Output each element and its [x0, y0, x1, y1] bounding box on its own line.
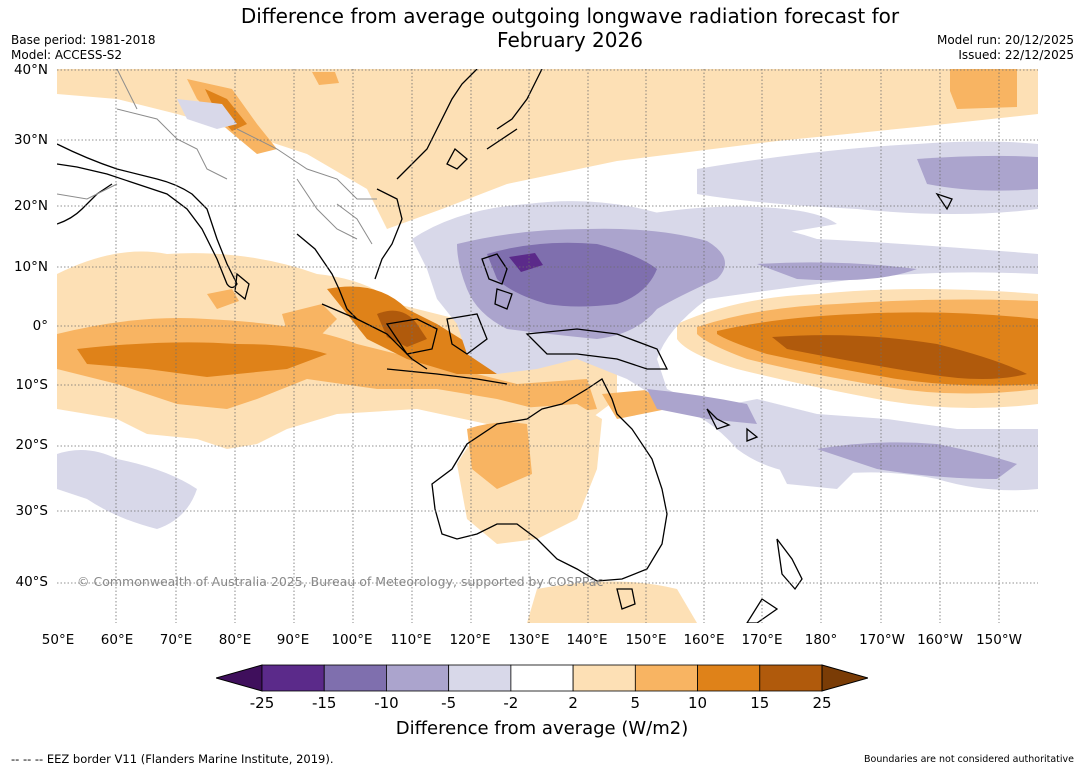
title-line-2: February 2026: [497, 28, 643, 52]
colorbar-tick: 10: [688, 694, 708, 712]
colorbar-extend-low: [216, 664, 263, 692]
colorbar-swatch: [510, 664, 574, 692]
lat-label: 30°N: [13, 132, 48, 148]
lat-label: 30°S: [15, 503, 49, 519]
lon-label: 80°E: [218, 632, 252, 648]
colorbar-swatch: [634, 664, 698, 692]
lat-label: 10°S: [15, 377, 49, 393]
colorbar-tick: 15: [750, 694, 770, 712]
lon-label: 150°W: [976, 632, 1022, 648]
meta-left: Base period: 1981-2018 Model: ACCESS-S2: [11, 33, 156, 63]
lon-label: 50°E: [41, 632, 75, 648]
eez-footnote: -- -- -- EEZ border V11 (Flanders Marine…: [11, 752, 334, 766]
lat-label: 20°S: [15, 437, 49, 453]
negative-anomaly-layer: [57, 99, 1038, 529]
lat-label: 0°: [32, 318, 48, 334]
base-period: Base period: 1981-2018: [11, 33, 156, 47]
colorbar-tick: 2: [568, 694, 578, 712]
copyright-notice: © Commonwealth of Australia 2025, Bureau…: [77, 574, 604, 589]
colorbar-tick: -5: [441, 694, 457, 712]
colorbar-swatch: [448, 664, 512, 692]
lat-label: 10°N: [13, 259, 48, 275]
colorbar-swatch: [697, 664, 761, 692]
lon-label: 70°E: [159, 632, 193, 648]
graticule: [57, 69, 1038, 623]
model-name: Model: ACCESS-S2: [11, 48, 123, 62]
lat-label: 40°N: [13, 62, 48, 78]
colorbar-swatch: [759, 664, 823, 692]
country-borders: [57, 69, 377, 245]
lat-label: 20°N: [13, 198, 48, 214]
title-line-1: Difference from average outgoing longwav…: [240, 4, 900, 28]
lon-label: 160°E: [683, 632, 725, 648]
colorbar-swatch: [572, 664, 636, 692]
colorbar-title: Difference from average (W/m2): [395, 718, 689, 739]
colorbar-tick: -2: [503, 694, 519, 712]
colorbar-tick: 25: [812, 694, 832, 712]
lon-label: 150°E: [625, 632, 667, 648]
colorbar-tick: 5: [630, 694, 641, 712]
colorbar-tick: -25: [249, 694, 275, 712]
boundaries-disclaimer: Boundaries are not considered authoritat…: [864, 754, 1074, 765]
lon-label: 170°E: [741, 632, 783, 648]
lat-label: 40°S: [15, 574, 49, 590]
colorbar-tick: -15: [311, 694, 337, 712]
positive-anomaly-layer: [57, 69, 1038, 623]
anomaly-map[interactable]: [57, 69, 1038, 623]
colorbar-extend-high: [821, 664, 868, 692]
lon-label: 60°E: [100, 632, 134, 648]
map-title: Difference from average outgoing longwav…: [200, 4, 940, 52]
lon-label: 170°W: [859, 632, 905, 648]
colorbar-swatch: [323, 664, 387, 692]
lon-label: 130°E: [508, 632, 550, 648]
colorbar-swatch: [261, 664, 325, 692]
model-run: Model run: 20/12/2025: [936, 33, 1074, 47]
colorbar-swatch: [386, 664, 450, 692]
lon-label: 180°: [804, 632, 838, 648]
colorbar: [216, 664, 868, 692]
lon-label: 120°E: [449, 632, 491, 648]
issued-date: Issued: 22/12/2025: [958, 48, 1074, 62]
lon-label: 90°E: [276, 632, 310, 648]
meta-right: Model run: 20/12/2025 Issued: 22/12/2025: [937, 33, 1074, 63]
lon-label: 140°E: [566, 632, 608, 648]
lon-label: 160°W: [917, 632, 963, 648]
lon-label: 110°E: [390, 632, 432, 648]
map-canvas: [57, 69, 1038, 623]
colorbar-tick: -10: [374, 694, 399, 712]
lon-label: 100°E: [331, 632, 373, 648]
